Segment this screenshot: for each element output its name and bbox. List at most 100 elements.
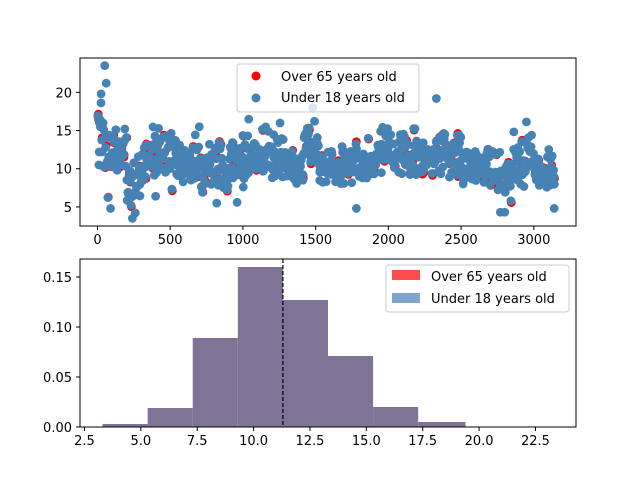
histogram-bar-overlap <box>192 338 238 427</box>
scatter-point-under-18 <box>120 124 130 134</box>
histogram-x-tick-label: 7.5 <box>187 434 208 449</box>
histogram-bar-overlap <box>237 267 283 427</box>
scatter-point-under-18 <box>386 130 396 140</box>
scatter-x-tick-label: 0 <box>93 233 101 248</box>
scatter-point-under-18 <box>506 196 516 206</box>
histogram-x-tick-label: 10.0 <box>239 434 268 449</box>
scatter-point-under-18 <box>106 204 115 213</box>
scatter-point-under-18 <box>549 204 559 213</box>
histogram-y-tick-label: 0.15 <box>43 271 72 286</box>
scatter-point-under-18 <box>103 193 113 202</box>
scatter-point-under-18 <box>216 140 226 150</box>
scatter-point-under-18 <box>205 139 214 149</box>
scatter-point-under-18 <box>440 130 450 139</box>
histogram-y-tick-label: 0.10 <box>43 321 72 336</box>
histogram-bar-overlap <box>282 300 328 427</box>
histogram-bar-overlap <box>147 408 193 427</box>
scatter-point-under-18 <box>500 187 510 197</box>
scatter-point-under-18 <box>130 208 140 218</box>
scatter-point-under-18 <box>509 127 519 137</box>
scatter-point-under-18 <box>304 123 314 133</box>
scatter-point-under-18 <box>194 122 204 132</box>
histogram-x-tick-label: 17.5 <box>408 434 437 449</box>
scatter-y-tick-label: 10 <box>55 163 72 178</box>
scatter-point-under-18 <box>198 187 207 197</box>
scatter-point-under-18 <box>547 151 557 161</box>
scatter-point-under-18 <box>410 124 420 134</box>
scatter-point-under-18 <box>418 138 428 148</box>
scatter-x-tick-label: 500 <box>158 233 183 248</box>
scatter-point-under-18 <box>376 168 386 178</box>
scatter-point-under-18 <box>339 179 349 188</box>
scatter-point-under-18 <box>549 172 559 182</box>
histogram-x-tick-label: 2.5 <box>74 434 95 449</box>
scatter-point-under-18 <box>101 78 111 88</box>
scatter-x-tick-label: 1000 <box>226 233 259 248</box>
scatter-point-under-18 <box>549 165 558 175</box>
scatter-point-under-18 <box>212 198 222 208</box>
scatter-point-under-18 <box>327 149 337 159</box>
histogram-legend-box <box>385 264 570 313</box>
scatter-point-under-18 <box>100 61 110 71</box>
scatter-point-under-18 <box>126 200 136 210</box>
scatter-point-under-18 <box>321 177 331 187</box>
histogram-panel: 2.5 5.0 7.5 10.0 12.5 15.0 17.5 20.0 22.5 0.000.… <box>43 258 577 449</box>
scatter-point-under-18 <box>96 89 106 99</box>
scatter-y-ticks: 5 10 15 20 <box>55 86 80 216</box>
legend-patch-under-18 <box>392 293 420 303</box>
scatter-point-under-18 <box>101 142 111 152</box>
scatter-point-under-18 <box>227 163 237 173</box>
scatter-point-under-18 <box>363 133 373 143</box>
hist-legend-label-under-18: Under 18 years old <box>431 292 555 307</box>
histogram-x-tick-label: 12.5 <box>295 434 324 449</box>
scatter-point-under-18 <box>167 184 177 194</box>
legend-patch-over-65 <box>392 270 420 280</box>
scatter-point-under-18 <box>232 197 242 207</box>
histogram-bar-overlap <box>418 422 466 427</box>
scatter-point-under-18 <box>519 182 529 191</box>
scatter-point-under-18 <box>96 98 106 108</box>
scatter-point-under-18 <box>98 118 108 128</box>
scatter-point-under-18 <box>121 133 131 142</box>
legend-marker-under-18 <box>251 93 261 103</box>
scatter-point-under-18 <box>154 124 164 133</box>
histogram-bar-overlap <box>373 407 419 427</box>
scatter-x-tick-label: 2000 <box>372 233 405 248</box>
scatter-x-tick-label: 1500 <box>299 233 332 248</box>
scatter-point-under-18 <box>347 178 357 188</box>
scatter-point-under-18 <box>522 117 531 127</box>
scatter-point-under-18 <box>223 181 233 191</box>
scatter-point-under-18 <box>151 191 161 201</box>
scatter-point-under-18 <box>205 159 215 169</box>
scatter-legend: Over 65 years old Under 18 years old <box>236 63 420 113</box>
scatter-point-under-18 <box>150 131 160 141</box>
histogram-bars <box>102 267 558 427</box>
legend-marker-over-65 <box>251 71 261 81</box>
scatter-y-tick-label: 15 <box>55 125 72 140</box>
histogram-x-ticks: 2.5 5.0 7.5 10.0 12.5 15.0 17.5 20.0 22.5 <box>74 427 550 449</box>
scatter-point-under-18 <box>119 150 129 159</box>
scatter-point-under-18 <box>287 146 297 156</box>
histogram-bar-overlap <box>102 424 148 427</box>
scatter-point-under-18 <box>275 118 285 128</box>
scatter-point-under-18 <box>111 125 121 135</box>
scatter-point-under-18 <box>190 130 200 140</box>
scatter-point-under-18 <box>495 147 505 157</box>
histogram-bar-overlap <box>328 356 374 427</box>
scatter-point-under-18 <box>243 131 253 141</box>
histogram-x-tick-label: 22.5 <box>521 434 550 449</box>
scatter-point-under-18 <box>544 145 554 154</box>
legend-label-under-18: Under 18 years old <box>281 91 405 106</box>
scatter-legend-box <box>236 63 420 113</box>
scatter-panel: 0 500 1000 1500 2000 2500 3000 5 10 15 20 Over 65… <box>55 57 577 248</box>
scatter-point-under-18 <box>244 114 254 124</box>
scatter-axes-frame <box>79 57 577 227</box>
scatter-point-under-18 <box>217 153 227 163</box>
scatter-point-under-18 <box>456 132 466 142</box>
scatter-point-under-18 <box>369 169 379 179</box>
scatter-point-under-18 <box>310 116 319 126</box>
scatter-point-under-18 <box>298 175 308 185</box>
scatter-y-tick-label: 20 <box>55 86 72 101</box>
scatter-point-under-18 <box>94 160 104 170</box>
